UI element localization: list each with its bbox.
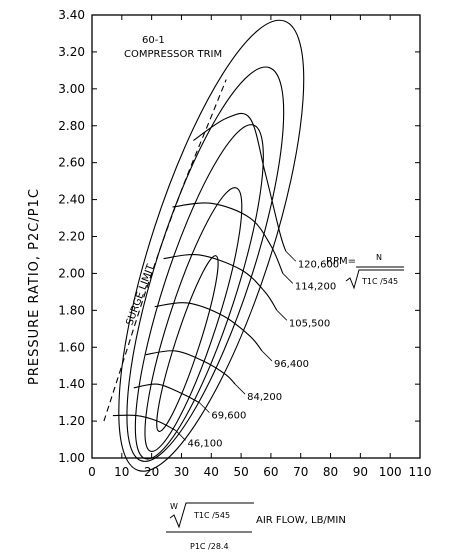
efficiency-island [126, 66, 285, 462]
y-tick-label: 2.40 [58, 193, 85, 207]
y-tick-label: 2.60 [58, 156, 85, 170]
x-tick-label: 0 [88, 465, 96, 479]
y-tick-label: 3.20 [58, 45, 85, 59]
x-tick-label: 110 [409, 465, 432, 479]
x-axis-label: AIR FLOW, LB/MIN [256, 515, 346, 526]
speed-line-label: 46,100 [187, 438, 222, 449]
y-tick-label: 1.80 [58, 303, 85, 317]
speed-label-leader [199, 402, 210, 413]
speed-line [163, 254, 278, 311]
x-tick-label: 70 [293, 465, 308, 479]
y-tick-label: 2.20 [58, 230, 85, 244]
x-tick-label: 20 [144, 465, 159, 479]
y-tick-label: 2.00 [58, 266, 85, 280]
y-tick-label: 1.20 [58, 414, 85, 428]
speed-line [172, 202, 284, 274]
rpm-numerator: N [376, 253, 382, 262]
speed-line [193, 112, 287, 252]
speed-label-leader [261, 350, 273, 362]
efficiency-island [118, 19, 305, 472]
speed-line [112, 414, 176, 431]
x-tick-label: 90 [353, 465, 368, 479]
speed-label-leader [282, 273, 294, 284]
rpm-denominator: T1C /545 [361, 277, 398, 286]
speed-line-label: 84,200 [247, 392, 282, 403]
speed-line [145, 350, 236, 385]
y-axis-label: PRESSURE RATIO, P2C/P1C [27, 188, 42, 385]
y-tick-label: 3.00 [58, 82, 85, 96]
speed-label-leader [234, 383, 246, 395]
y-tick-label: 1.40 [58, 377, 85, 391]
y-tick-label: 2.80 [58, 119, 85, 133]
xlabel-sqrt-term: T1C /545 [193, 511, 230, 520]
speed-line-label: 69,600 [211, 411, 246, 422]
x-tick-label: 80 [323, 465, 338, 479]
x-tick-label: 100 [379, 465, 402, 479]
efficiency-island [144, 187, 243, 452]
chart-subtitle: COMPRESSOR TRIM [124, 49, 222, 60]
speed-line-label: 96,400 [274, 359, 309, 370]
x-tick-label: 50 [233, 465, 248, 479]
x-tick-label: 60 [263, 465, 278, 479]
x-tick-label: 30 [174, 465, 189, 479]
x-tick-label: 10 [114, 465, 129, 479]
speed-label-leader [285, 250, 297, 262]
y-tick-label: 1.00 [58, 451, 85, 465]
speed-line-label: 105,500 [289, 318, 330, 329]
speed-line [133, 383, 200, 404]
speed-line-label: 114,200 [295, 281, 336, 292]
speed-label-leader [175, 430, 186, 441]
speed-line [154, 302, 263, 352]
chart-title: 60-1 [142, 35, 165, 46]
y-tick-label: 1.60 [58, 340, 85, 354]
xlabel-sqrt-sign [169, 502, 254, 529]
speed-label-leader [276, 310, 288, 321]
xlabel-denominator: P1C /28.4 [190, 542, 229, 551]
speed-line-label: 120,600 [298, 259, 339, 270]
rpm-sqrt-sign [345, 269, 404, 290]
x-tick-label: 40 [204, 465, 219, 479]
xlabel-w: W [170, 502, 178, 511]
rpm-label: RPM= [326, 256, 356, 267]
surge-limit-line [103, 79, 227, 422]
y-tick-label: 3.40 [58, 8, 85, 22]
efficiency-island [156, 255, 219, 432]
